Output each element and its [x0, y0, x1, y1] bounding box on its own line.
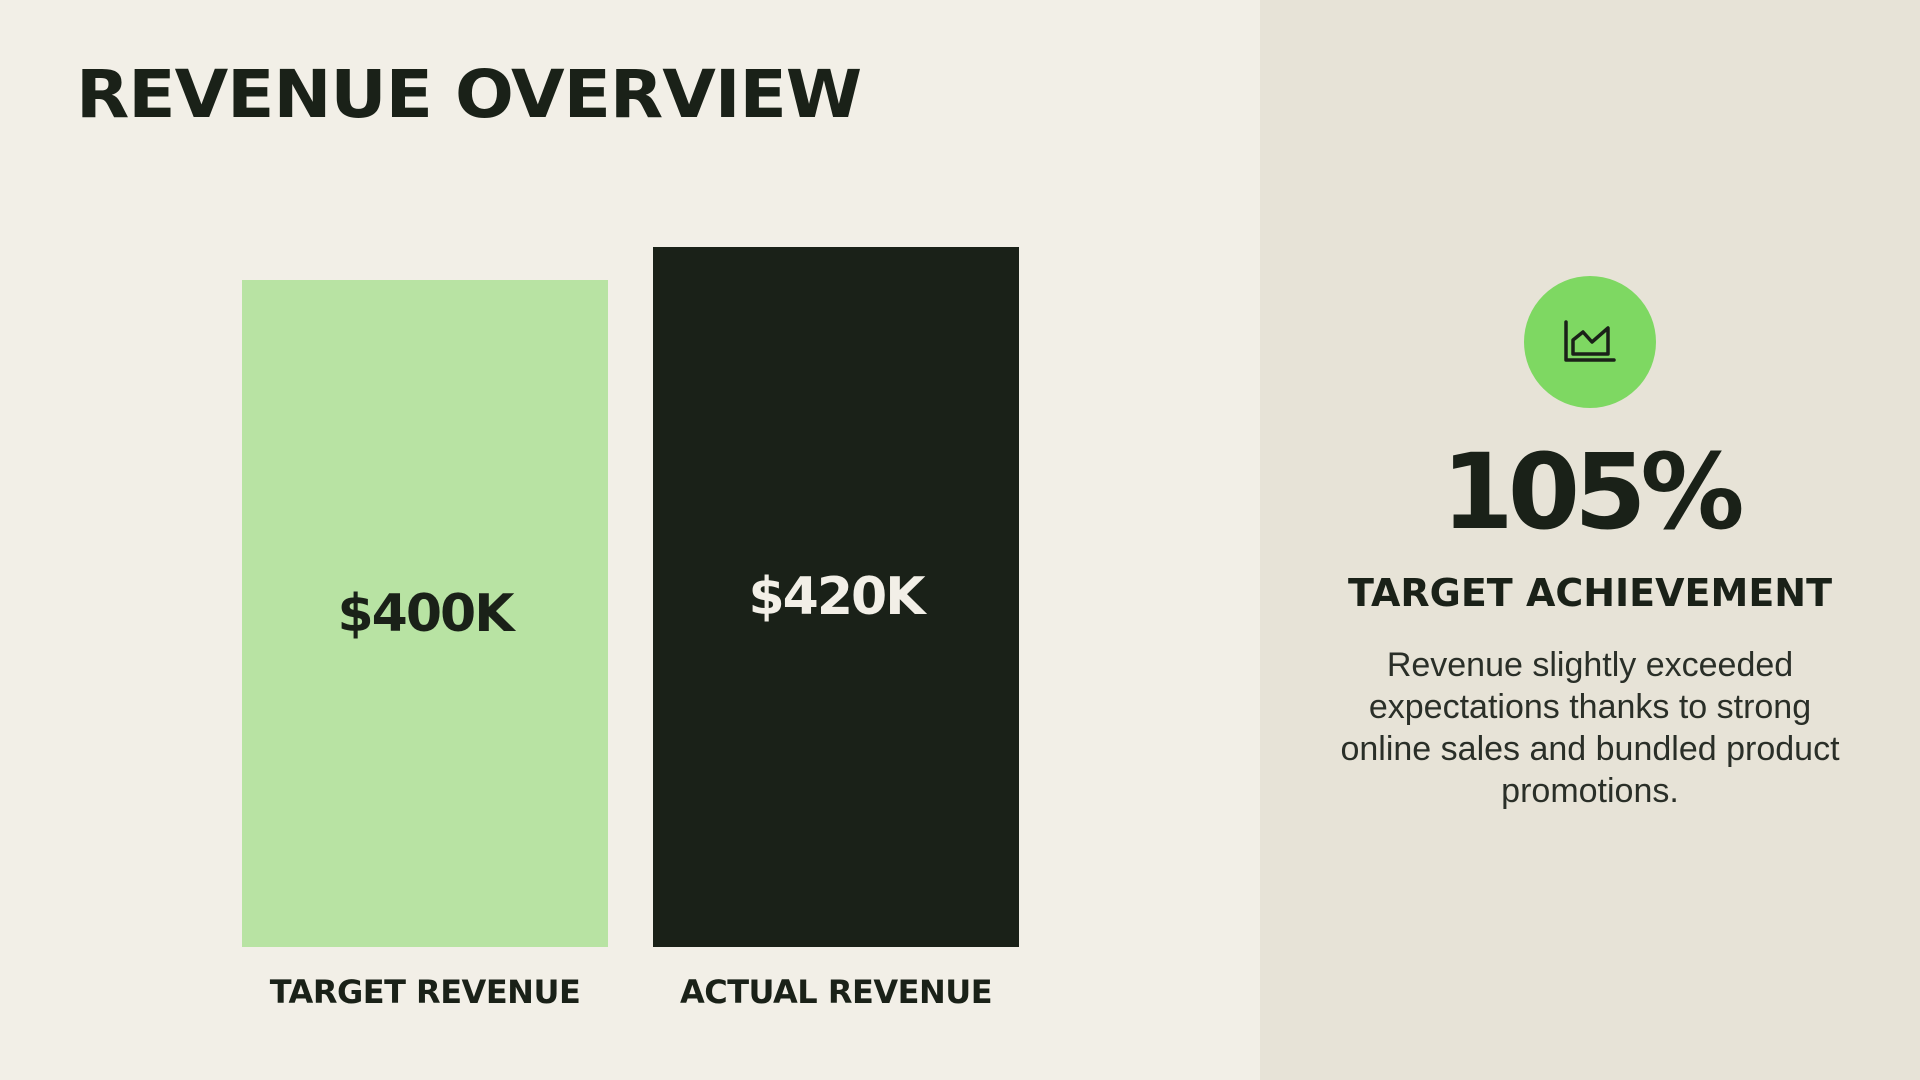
bar-actual-revenue: $420K — [653, 247, 1019, 947]
main-area — [0, 0, 1260, 1080]
kpi-icon-badge — [1524, 276, 1656, 408]
slide-title: REVENUE OVERVIEW — [76, 56, 862, 133]
bar-value-label: $420K — [748, 567, 925, 627]
kpi-description: Revenue slightly exceeded expectations t… — [1340, 646, 1840, 810]
bar-target-revenue: $400K — [242, 280, 608, 947]
kpi-label: TARGET ACHIEVEMENT — [1348, 571, 1832, 615]
category-label: ACTUAL REVENUE — [679, 973, 993, 1011]
kpi-value: 105% — [1441, 431, 1744, 553]
summary-panel — [1260, 0, 1920, 1080]
area-chart-icon — [1564, 320, 1616, 362]
bar-value-label: $400K — [337, 583, 514, 644]
category-label: TARGET REVENUE — [269, 973, 581, 1011]
revenue-bar-chart: $400K TARGET REVENUE $420K ACTUAL REVENUE — [242, 247, 1019, 1011]
